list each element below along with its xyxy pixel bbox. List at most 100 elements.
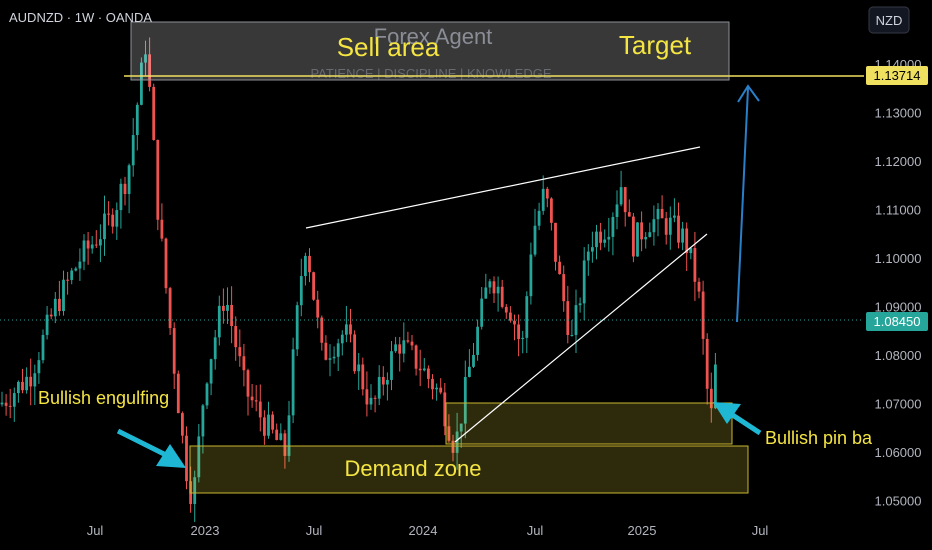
candle-body: [619, 187, 623, 205]
candle-body: [697, 281, 701, 292]
candle-body: [197, 436, 201, 478]
candle-body: [254, 400, 258, 402]
price-tick-label: 1.07000: [875, 396, 922, 411]
candle-body: [107, 213, 110, 215]
candle-body: [41, 334, 45, 361]
candle-body: [53, 298, 57, 317]
candle-body: [357, 364, 361, 372]
candle-body: [279, 433, 283, 440]
candle-body: [591, 247, 594, 252]
price-tick-label: 1.08000: [875, 348, 922, 363]
candle-body: [677, 215, 680, 243]
candle-body: [234, 326, 238, 348]
price-tick-label: 1.10000: [875, 251, 922, 266]
candles-layer: [0, 37, 717, 523]
candle-body: [599, 231, 602, 243]
lower-trendline: [454, 233, 708, 443]
candle-body: [181, 413, 184, 436]
target-price-badge: [866, 66, 928, 85]
candle-body: [664, 218, 668, 235]
candle-body: [324, 342, 328, 360]
candle-body: [681, 228, 684, 243]
watermark-subtitle: PATIENCE | DISCIPLINE | KNOWLEDGE: [310, 66, 551, 81]
demand-zone-label: Demand zone: [345, 456, 482, 481]
candle-body: [17, 381, 20, 394]
candle-body: [246, 370, 250, 397]
candle-body: [668, 217, 672, 235]
candle-body: [90, 244, 94, 249]
candle-body: [308, 255, 311, 273]
candle-body: [365, 389, 369, 405]
candle-body: [435, 387, 438, 390]
sell-area-box: [130, 21, 730, 81]
current-price-label: 1.08450: [874, 314, 921, 329]
bullish-pin-bar-label: Bullish pin ba: [765, 428, 873, 448]
candle-body: [418, 368, 422, 371]
candle-body: [250, 396, 254, 401]
candle-body: [156, 139, 160, 220]
bullish-engulfing-label: Bullish engulfing: [38, 388, 169, 408]
price-tick-label: 1.12000: [875, 154, 922, 169]
candle-body: [295, 305, 299, 350]
candle-body: [578, 303, 582, 306]
candle-body: [328, 358, 332, 360]
candle-body: [644, 236, 648, 240]
currency-badge[interactable]: [868, 6, 910, 34]
candle-body: [226, 304, 229, 311]
candle-body: [12, 393, 16, 407]
time-tick-label: Jul: [752, 523, 769, 538]
time-tick-label: 2023: [191, 523, 220, 538]
candle-body: [86, 240, 90, 249]
candle-body: [213, 337, 217, 360]
candle-body: [209, 359, 213, 384]
candle-body: [431, 378, 434, 390]
candle-body: [217, 305, 221, 338]
candle-body: [242, 356, 246, 371]
candle-body: [611, 216, 615, 237]
candle-body: [402, 340, 406, 354]
target-price-label: 1.13714: [874, 68, 921, 83]
candle-body: [701, 291, 705, 339]
current-price-badge: [866, 312, 928, 331]
candle-body: [632, 216, 635, 257]
watermark-title: Forex Agent: [374, 24, 493, 49]
candle-body: [513, 320, 516, 325]
candle-body: [283, 433, 287, 456]
candle-body: [714, 364, 717, 409]
time-tick-label: 2024: [409, 523, 438, 538]
candle-body: [410, 341, 414, 346]
upper-trendline: [305, 146, 701, 229]
candle-body: [185, 435, 188, 482]
candle-body: [0, 402, 4, 405]
candle-body: [484, 287, 488, 299]
candle-body: [291, 349, 295, 416]
candle-body: [603, 239, 607, 243]
time-tick-label: Jul: [527, 523, 544, 538]
candle-body: [558, 261, 561, 275]
candle-body: [422, 368, 426, 371]
candle-body: [275, 429, 279, 440]
candle-body: [119, 183, 123, 211]
demand-zone-box: [189, 445, 749, 494]
candle-body: [509, 312, 512, 321]
candle-body: [472, 354, 475, 367]
candle-body: [316, 299, 320, 318]
candle-body: [78, 261, 82, 269]
candle-body: [582, 260, 586, 304]
candle-body: [398, 344, 402, 354]
candle-body: [193, 477, 197, 504]
candle-body: [562, 274, 566, 302]
candle-body: [607, 236, 611, 240]
target-arrow: [736, 84, 760, 323]
price-tick-label: 1.11000: [875, 202, 921, 217]
candle-body: [299, 276, 303, 306]
candle-body: [58, 298, 61, 312]
candle-body: [115, 210, 119, 227]
symbol-title: AUDNZD · 1W · OANDA: [9, 10, 152, 25]
candle-body: [709, 388, 713, 409]
candle-body: [541, 188, 545, 211]
candle-body: [168, 288, 172, 329]
candle-body: [673, 215, 676, 218]
candle-body: [459, 423, 463, 432]
